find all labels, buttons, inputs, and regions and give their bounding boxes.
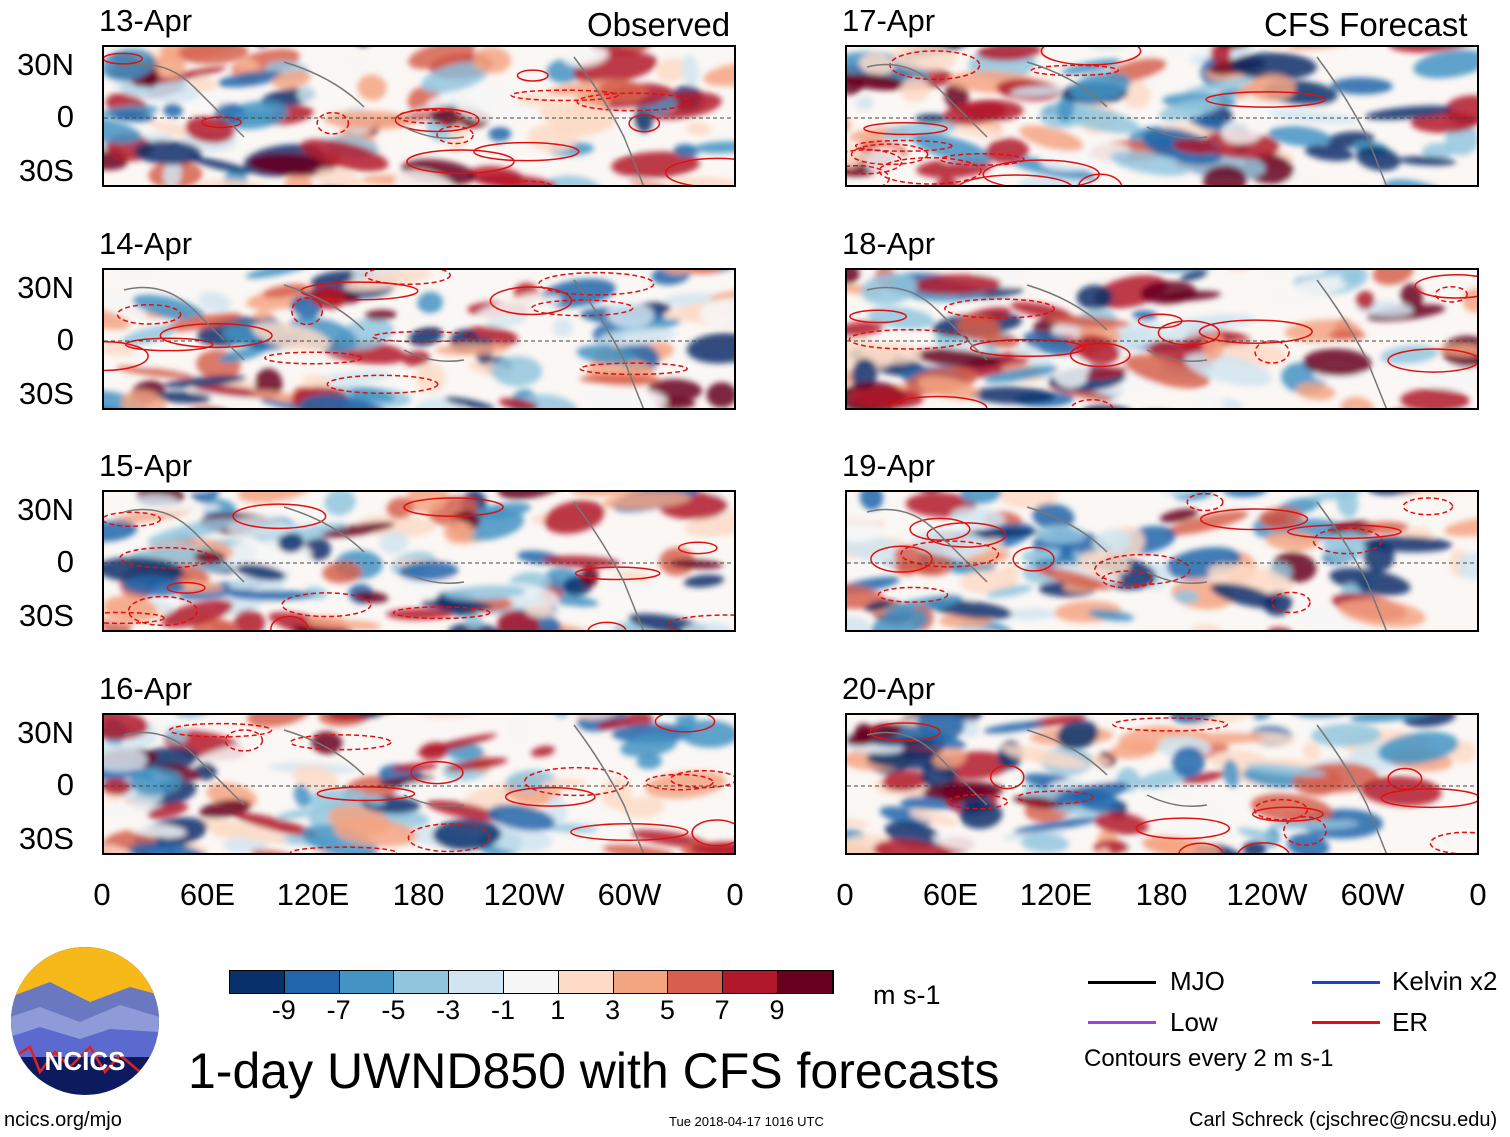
colorbar-label: -5	[381, 995, 406, 1025]
panel-date: 13-Apr	[99, 3, 193, 38]
lon-label: 60W	[597, 877, 662, 912]
legend-low: Low	[1170, 1007, 1218, 1037]
lon-label: 180	[1135, 877, 1188, 912]
lat-label: 0	[56, 322, 74, 357]
lon-label: 60W	[1340, 877, 1405, 912]
lat-label: 0	[56, 767, 74, 802]
lat-label: 0	[56, 99, 74, 134]
footer-timestamp: Tue 2018-04-17 1016 UTC	[669, 1114, 824, 1129]
panel-date: 15-Apr	[99, 448, 193, 483]
colorbar-swatch	[558, 971, 614, 993]
lon-label: 120W	[483, 877, 565, 912]
lon-label: 0	[836, 877, 854, 912]
lat-label: 30N	[17, 492, 74, 527]
colorbar-swatch	[339, 971, 395, 993]
lat-label: 30S	[18, 598, 74, 633]
wind-map-panel	[102, 268, 736, 410]
colorbar-swatch	[723, 971, 778, 993]
lat-label: 30N	[17, 715, 74, 750]
logo-text: NCICS	[45, 1046, 126, 1076]
lat-label: 30S	[18, 821, 74, 856]
lat-label: 30S	[18, 376, 74, 411]
wind-map-panel	[845, 45, 1479, 187]
panel-date: 16-Apr	[99, 671, 193, 706]
lon-label: 0	[726, 877, 744, 912]
er-line-swatch	[1312, 1021, 1380, 1024]
colorbar-label: 7	[714, 995, 730, 1025]
lat-label: 0	[56, 544, 74, 579]
colorbar-units: m s-1	[873, 980, 941, 1010]
wind-map-panel	[102, 713, 736, 855]
panel-date: 19-Apr	[842, 448, 936, 483]
lat-label: 30N	[17, 47, 74, 82]
colorbar-swatch	[503, 971, 559, 993]
lat-label: 30N	[17, 270, 74, 305]
colorbar-label: 1	[550, 995, 566, 1025]
legend-kelvin: Kelvin x2	[1392, 966, 1498, 996]
lon-label: 0	[93, 877, 111, 912]
lon-label: 60E	[922, 877, 979, 912]
lon-label: 0	[1469, 877, 1487, 912]
colorbar-label: 3	[605, 995, 621, 1025]
colorbar-swatch	[668, 971, 724, 993]
panel-date: 20-Apr	[842, 671, 936, 706]
colorbar-label: -3	[436, 995, 461, 1025]
forecast-header: CFS Forecast	[1264, 6, 1468, 43]
panel-date: 17-Apr	[842, 3, 936, 38]
colorbar-label: 5	[659, 995, 675, 1025]
lon-label: 120W	[1226, 877, 1308, 912]
figure-title: 1-day UWND850 with CFS forecasts	[188, 1043, 1000, 1099]
lon-label: 120E	[276, 877, 350, 912]
footer-author: Carl Schreck (cjschrec@ncsu.edu)	[1189, 1109, 1498, 1131]
mjo-line-swatch	[1088, 981, 1156, 984]
panel-date: 18-Apr	[842, 226, 936, 261]
wind-map-panel	[102, 490, 736, 632]
legend-er: ER	[1392, 1007, 1429, 1037]
colorbar-swatch	[449, 971, 504, 993]
colorbar-label: -1	[490, 995, 516, 1025]
lon-label: 120E	[1019, 877, 1093, 912]
panel-date: 14-Apr	[99, 226, 193, 261]
wind-map-panel	[102, 45, 736, 187]
colorbar-label: -9	[271, 995, 296, 1025]
colorbar-swatch	[284, 971, 340, 993]
footer-url[interactable]: ncics.org/mjo	[4, 1109, 122, 1131]
lat-label: 30S	[18, 153, 74, 188]
contour-note: Contours every 2 m s-1	[1084, 1045, 1334, 1072]
wind-map-panel	[845, 490, 1479, 632]
ncics-logo: NCICS	[11, 947, 159, 1095]
colorbar-swatch	[613, 971, 669, 993]
wind-map-panel	[845, 268, 1479, 410]
wind-map-panel	[845, 713, 1479, 855]
observed-header: Observed	[587, 6, 731, 43]
colorbar-swatch	[230, 971, 285, 993]
colorbar-label: 9	[769, 995, 785, 1025]
legend-mjo: MJO	[1170, 966, 1225, 996]
colorbar	[229, 970, 834, 994]
low-line-swatch	[1088, 1021, 1156, 1024]
lon-label: 180	[392, 877, 445, 912]
lon-label: 60E	[179, 877, 236, 912]
colorbar-swatch	[394, 971, 450, 993]
colorbar-swatch	[777, 971, 833, 993]
kelvin-line-swatch	[1312, 981, 1380, 984]
colorbar-label: -7	[326, 995, 351, 1025]
